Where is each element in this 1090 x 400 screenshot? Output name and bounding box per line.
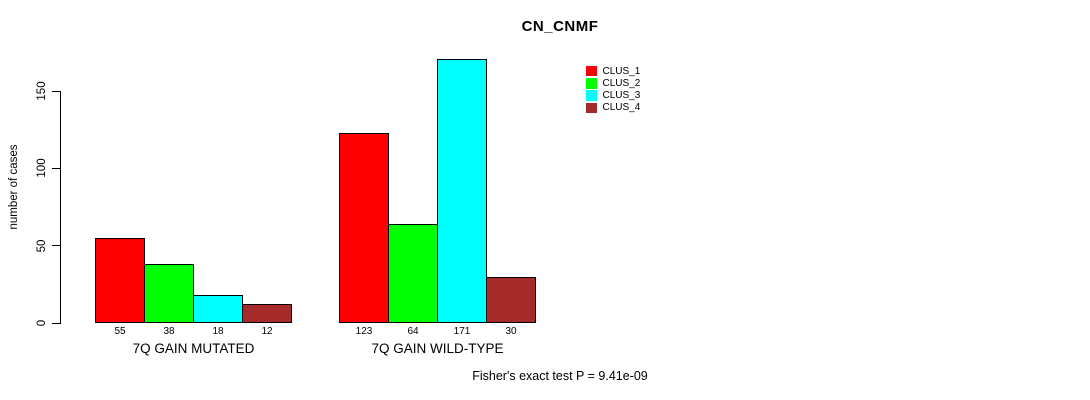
legend-swatch — [586, 102, 597, 114]
y-axis-line — [60, 91, 61, 323]
y-tick — [52, 90, 61, 92]
bar-value-label: 18 — [212, 326, 224, 337]
y-tick — [52, 167, 61, 169]
legend-item: CLUS_1 — [586, 66, 640, 77]
legend-label: CLUS_1 — [602, 65, 641, 77]
legend-swatch — [586, 78, 597, 89]
y-tick — [52, 245, 61, 247]
bar — [242, 304, 292, 323]
bar — [339, 132, 389, 323]
y-tick — [52, 322, 61, 324]
legend-item: CLUS_4 — [586, 102, 640, 113]
legend-swatch — [586, 90, 597, 101]
bar-value-label: 12 — [261, 326, 273, 337]
bar-value-label: 123 — [355, 326, 373, 337]
category-label: 7Q GAIN WILD-TYPE — [371, 341, 504, 356]
bar-value-label: 64 — [407, 326, 419, 337]
fisher-test-note: Fisher's exact test P = 9.41e-09 — [472, 369, 648, 383]
legend-label: CLUS_4 — [602, 102, 641, 114]
bar-value-label: 30 — [505, 326, 517, 337]
legend-item: CLUS_2 — [586, 78, 640, 89]
legend-label: CLUS_2 — [602, 77, 641, 89]
category-label: 7Q GAIN MUTATED — [132, 341, 255, 356]
legend-item: CLUS_3 — [586, 90, 640, 101]
bar — [437, 58, 487, 323]
legend-swatch — [586, 65, 597, 77]
legend-label: CLUS_3 — [602, 90, 641, 102]
bar — [486, 276, 536, 323]
bar-value-label: 171 — [453, 326, 471, 337]
bar — [144, 264, 194, 323]
bar — [95, 237, 145, 323]
bar — [193, 295, 243, 323]
chart-title: CN_CNMF — [521, 18, 599, 35]
bar-value-label: 55 — [114, 326, 126, 337]
bar-value-label: 38 — [163, 326, 175, 337]
